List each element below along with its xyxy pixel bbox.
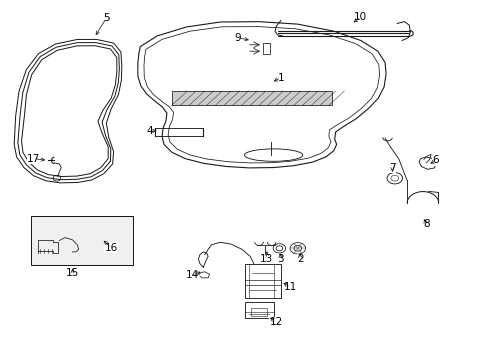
Text: 11: 11 — [284, 283, 297, 292]
Text: 1: 1 — [277, 72, 284, 82]
Text: 2: 2 — [296, 254, 303, 264]
Text: 17: 17 — [27, 154, 40, 164]
Text: 12: 12 — [269, 317, 282, 327]
Text: 7: 7 — [388, 163, 395, 172]
Text: 13: 13 — [259, 254, 272, 264]
Bar — [31, 216, 133, 265]
Bar — [263, 43, 270, 54]
Text: 4: 4 — [146, 126, 153, 136]
Text: 6: 6 — [432, 156, 438, 166]
Bar — [250, 309, 266, 316]
Text: 8: 8 — [422, 220, 429, 229]
Bar — [171, 91, 331, 105]
Text: 15: 15 — [65, 267, 79, 278]
Text: 3: 3 — [277, 254, 284, 264]
Text: 9: 9 — [233, 33, 240, 43]
Bar — [244, 264, 280, 298]
Bar — [244, 302, 273, 318]
Text: 10: 10 — [354, 12, 366, 22]
Text: 16: 16 — [104, 243, 118, 253]
Bar — [155, 128, 203, 136]
Text: 5: 5 — [103, 13, 109, 23]
Text: 14: 14 — [185, 270, 198, 280]
